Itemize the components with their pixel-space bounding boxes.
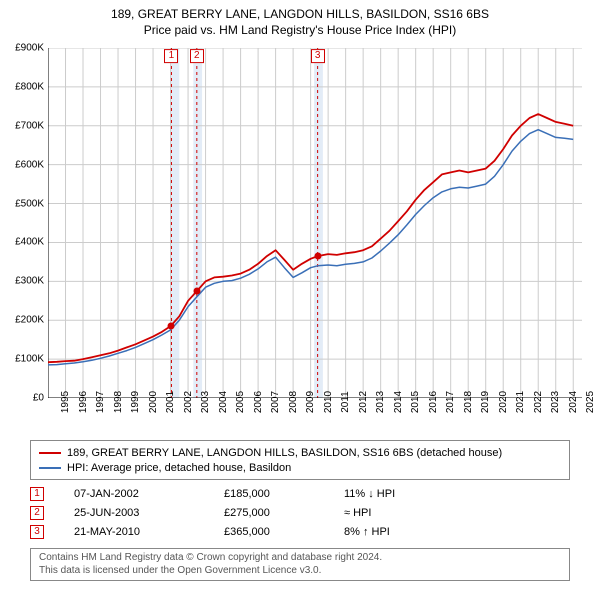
- sale-price: £365,000: [224, 526, 344, 538]
- sales-row: 2 25-JUN-2003 £275,000 ≈ HPI: [30, 503, 570, 522]
- y-tick-label: £600K: [15, 159, 44, 170]
- chart-svg: [48, 48, 582, 398]
- y-tick-label: £100K: [15, 354, 44, 365]
- sale-price: £275,000: [224, 507, 344, 519]
- sale-price: £185,000: [224, 488, 344, 500]
- sales-table: 1 07-JAN-2002 £185,000 11% ↓ HPI 2 25-JU…: [30, 484, 570, 541]
- sale-dot: [314, 253, 321, 260]
- x-tick-label: 2025: [573, 391, 596, 413]
- legend-swatch: [39, 452, 61, 454]
- sale-dot: [193, 288, 200, 295]
- sale-marker: 1: [30, 487, 44, 501]
- legend-label: 189, GREAT BERRY LANE, LANGDON HILLS, BA…: [67, 447, 502, 459]
- sale-pct: 8% ↑ HPI: [344, 526, 464, 538]
- sales-row: 3 21-MAY-2010 £365,000 8% ↑ HPI: [30, 522, 570, 541]
- attribution: Contains HM Land Registry data © Crown c…: [30, 548, 570, 581]
- y-tick-label: £300K: [15, 276, 44, 287]
- sale-pct: 11% ↓ HPI: [344, 488, 464, 500]
- y-tick-label: £800K: [15, 81, 44, 92]
- sale-date: 07-JAN-2002: [74, 488, 224, 500]
- y-tick-label: £900K: [15, 43, 44, 54]
- sale-marker: 3: [30, 525, 44, 539]
- sale-pct: ≈ HPI: [344, 507, 464, 519]
- y-tick-label: £700K: [15, 120, 44, 131]
- sales-row: 1 07-JAN-2002 £185,000 11% ↓ HPI: [30, 484, 570, 503]
- sale-marker: 2: [30, 506, 44, 520]
- sale-marker-on-chart: 1: [164, 49, 178, 63]
- y-tick-label: £0: [33, 393, 44, 404]
- y-tick-label: £400K: [15, 237, 44, 248]
- legend: 189, GREAT BERRY LANE, LANGDON HILLS, BA…: [30, 440, 570, 480]
- chart-container: 189, GREAT BERRY LANE, LANGDON HILLS, BA…: [0, 0, 600, 590]
- sale-date: 25-JUN-2003: [74, 507, 224, 519]
- title-line1: 189, GREAT BERRY LANE, LANGDON HILLS, BA…: [0, 6, 600, 22]
- sale-marker-on-chart: 2: [190, 49, 204, 63]
- sale-marker-on-chart: 3: [311, 49, 325, 63]
- legend-swatch: [39, 467, 61, 469]
- sale-date: 21-MAY-2010: [74, 526, 224, 538]
- legend-item: 189, GREAT BERRY LANE, LANGDON HILLS, BA…: [39, 445, 561, 460]
- plot-area: £0£100K£200K£300K£400K£500K£600K£700K£80…: [48, 48, 582, 398]
- attribution-line1: Contains HM Land Registry data © Crown c…: [39, 552, 561, 565]
- sale-dot: [168, 323, 175, 330]
- y-tick-label: £200K: [15, 315, 44, 326]
- chart-title: 189, GREAT BERRY LANE, LANGDON HILLS, BA…: [0, 0, 600, 38]
- attribution-line2: This data is licensed under the Open Gov…: [39, 565, 561, 578]
- legend-item: HPI: Average price, detached house, Basi…: [39, 460, 561, 475]
- y-tick-label: £500K: [15, 198, 44, 209]
- title-line2: Price paid vs. HM Land Registry's House …: [0, 22, 600, 38]
- legend-label: HPI: Average price, detached house, Basi…: [67, 462, 291, 474]
